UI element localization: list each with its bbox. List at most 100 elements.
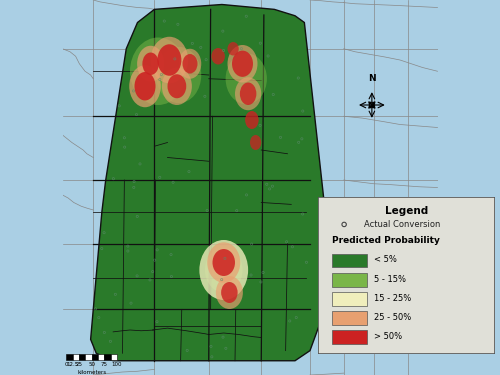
Ellipse shape: [156, 47, 201, 103]
Ellipse shape: [245, 111, 258, 129]
Bar: [104, 354, 110, 360]
Point: [130, 184, 138, 190]
Bar: [332, 330, 367, 344]
Ellipse shape: [168, 74, 186, 98]
Ellipse shape: [232, 51, 253, 77]
Point: [256, 40, 264, 46]
Point: [259, 270, 267, 276]
Ellipse shape: [240, 82, 256, 105]
Point: [124, 243, 132, 249]
Point: [242, 192, 250, 198]
Point: [120, 135, 128, 141]
Point: [174, 21, 182, 27]
Point: [167, 252, 175, 258]
Point: [292, 315, 300, 321]
Text: Predicted Probability: Predicted Probability: [332, 237, 440, 246]
Point: [294, 75, 302, 81]
Point: [256, 122, 264, 128]
Point: [98, 246, 106, 252]
Point: [132, 112, 140, 118]
Point: [112, 291, 120, 297]
Bar: [98, 354, 104, 360]
Ellipse shape: [158, 44, 182, 76]
Point: [302, 259, 310, 265]
Text: 12.5: 12.5: [66, 362, 78, 367]
Point: [247, 272, 255, 278]
Bar: [72, 354, 79, 360]
Point: [183, 347, 191, 353]
Ellipse shape: [228, 42, 239, 56]
Point: [298, 211, 306, 217]
Point: [264, 53, 272, 59]
Point: [248, 241, 256, 247]
Ellipse shape: [137, 46, 164, 82]
Point: [127, 300, 135, 306]
Point: [221, 255, 229, 261]
Ellipse shape: [221, 282, 238, 303]
Point: [134, 213, 141, 219]
Point: [158, 72, 166, 78]
Ellipse shape: [150, 37, 188, 83]
Point: [92, 306, 100, 312]
Bar: [85, 354, 91, 360]
Text: 15 - 25%: 15 - 25%: [374, 294, 412, 303]
Point: [120, 144, 128, 150]
Bar: [332, 292, 367, 306]
Point: [148, 268, 156, 274]
Point: [222, 345, 230, 351]
Bar: [79, 354, 85, 360]
Point: [202, 57, 210, 63]
Ellipse shape: [182, 54, 198, 74]
Point: [153, 247, 161, 253]
Point: [218, 277, 226, 283]
Point: [110, 176, 118, 182]
Point: [242, 13, 250, 19]
Point: [100, 330, 108, 336]
Point: [160, 18, 168, 24]
Point: [282, 239, 290, 245]
Text: > 50%: > 50%: [374, 332, 402, 341]
Ellipse shape: [250, 135, 261, 150]
Ellipse shape: [235, 77, 261, 110]
Ellipse shape: [134, 72, 156, 100]
Bar: [110, 354, 117, 360]
Text: 0: 0: [64, 362, 68, 367]
Point: [340, 221, 348, 227]
Text: 50: 50: [88, 362, 95, 367]
Ellipse shape: [226, 53, 267, 104]
Point: [130, 178, 138, 184]
FancyBboxPatch shape: [318, 197, 495, 354]
Point: [153, 319, 161, 325]
Point: [185, 168, 193, 174]
Point: [100, 230, 108, 236]
Point: [106, 338, 114, 344]
Point: [298, 136, 306, 142]
Point: [203, 207, 211, 213]
Point: [219, 28, 227, 34]
Text: 25: 25: [76, 362, 82, 367]
Bar: [66, 354, 72, 360]
Point: [197, 44, 205, 50]
Text: 75: 75: [100, 362, 107, 367]
Ellipse shape: [216, 276, 243, 309]
Text: kilometers: kilometers: [77, 370, 106, 375]
Point: [156, 174, 164, 180]
Ellipse shape: [130, 38, 186, 105]
Text: 100: 100: [112, 362, 122, 367]
Bar: [92, 354, 98, 360]
Text: Legend: Legend: [384, 206, 428, 216]
Ellipse shape: [228, 45, 258, 82]
Text: < 5%: < 5%: [374, 255, 397, 264]
Point: [146, 277, 154, 283]
Point: [168, 273, 175, 279]
Point: [156, 76, 164, 82]
Point: [286, 318, 294, 324]
Text: 25 - 50%: 25 - 50%: [374, 313, 412, 322]
Bar: [332, 311, 367, 325]
Ellipse shape: [200, 240, 248, 300]
Point: [188, 40, 196, 46]
Point: [169, 179, 177, 185]
Point: [136, 161, 144, 167]
Ellipse shape: [205, 248, 242, 292]
Point: [232, 208, 240, 214]
